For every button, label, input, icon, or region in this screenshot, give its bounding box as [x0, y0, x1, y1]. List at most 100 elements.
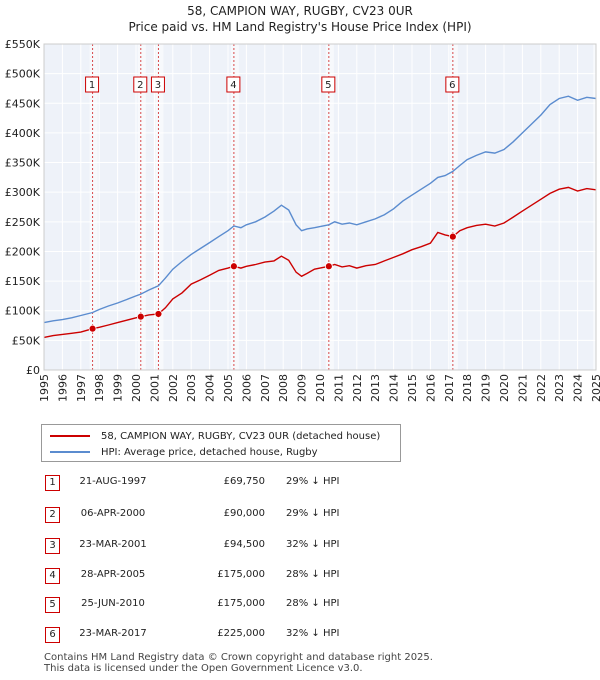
- y-tick-label: £0: [26, 364, 40, 377]
- transaction-date: 23-MAR-2001: [79, 539, 147, 550]
- transaction-hpi: 29% ↓ HPI: [286, 508, 340, 519]
- x-tick-label: 2006: [240, 374, 253, 402]
- sale-label-number: 5: [325, 80, 331, 91]
- transaction-number: 3: [45, 538, 60, 554]
- transaction-number: 6: [45, 627, 60, 643]
- transaction-price: £90,000: [223, 508, 265, 519]
- sale-label-number: 1: [89, 80, 95, 91]
- transaction-date: 23-MAR-2017: [79, 628, 147, 639]
- transaction-price: £175,000: [217, 598, 265, 609]
- y-tick-label: £500K: [5, 68, 41, 81]
- footer-line-2: This data is licensed under the Open Gov…: [44, 663, 363, 674]
- sale-point: [88, 324, 97, 333]
- transaction-number: 5: [45, 597, 60, 613]
- sale-highlight-band: [325, 44, 334, 370]
- transaction-hpi: 32% ↓ HPI: [286, 539, 340, 550]
- price-chart: £0 £50K £100K £150K £200K £250K £300K £350K £400…: [5, 38, 600, 402]
- plot-border: [43, 43, 597, 371]
- series-line-hpi: [43, 95, 597, 324]
- legend-swatch-property: [50, 435, 90, 437]
- y-tick-label: £400K: [5, 127, 41, 140]
- y-tick-label: £450K: [5, 97, 41, 110]
- legend-label-property: 58, CAMPION WAY, RUGBY, CV23 0UR (detach…: [101, 430, 381, 442]
- y-tick-label: £550K: [5, 38, 41, 51]
- x-tick-label: 2012: [351, 374, 364, 402]
- x-tick-label: 2017: [443, 374, 456, 402]
- x-tick-label: 2009: [296, 374, 309, 402]
- y-tick-label: £350K: [5, 157, 41, 170]
- sale-point: [448, 232, 457, 241]
- x-tick-label: 2010: [314, 374, 327, 402]
- x-tick-label: 1998: [93, 374, 106, 402]
- x-tick-label: 2001: [148, 374, 161, 402]
- sale-label-box: [133, 76, 148, 93]
- sale-highlight-band: [230, 44, 239, 370]
- x-tick-label: 1999: [112, 374, 125, 402]
- x-tick-label: 2023: [553, 374, 566, 402]
- x-tick-label: 1995: [38, 374, 51, 402]
- sale-label-number: 6: [449, 80, 455, 91]
- x-tick-label: 2011: [332, 374, 345, 402]
- future-band: [593, 44, 596, 370]
- transaction-hpi: 28% ↓ HPI: [286, 569, 340, 580]
- sale-label-box: [321, 76, 336, 93]
- x-tick-label: 2005: [222, 374, 235, 402]
- sale-label-number: 4: [230, 80, 236, 91]
- sale-highlight-band: [449, 44, 458, 370]
- transaction-number: 1: [45, 475, 60, 491]
- x-tick-label: 2016: [424, 374, 437, 402]
- x-tick-label: 2008: [277, 374, 290, 402]
- transaction-date: 21-AUG-1997: [79, 476, 147, 487]
- transaction-date: 28-APR-2005: [80, 569, 146, 580]
- x-tick-label: 2021: [516, 374, 529, 402]
- x-tick-label: 2004: [204, 374, 217, 402]
- x-tick-label: 2024: [572, 374, 585, 402]
- x-tick-label: 2022: [535, 374, 548, 402]
- transaction-number: 4: [45, 568, 60, 584]
- sale-label-number: 2: [137, 80, 143, 91]
- chart-legend: 58, CAMPION WAY, RUGBY, CV23 0UR (detach…: [41, 424, 401, 462]
- legend-item-hpi: HPI: Average price, detached house, Rugb…: [50, 445, 318, 459]
- sale-label-box: [150, 76, 165, 93]
- sale-point: [154, 310, 163, 318]
- y-tick-label: £150K: [5, 275, 41, 288]
- x-tick-label: 2018: [461, 374, 474, 402]
- sale-highlight-band: [89, 44, 98, 370]
- legend-label-hpi: HPI: Average price, detached house, Rugb…: [101, 446, 318, 458]
- sale-label-number: 3: [155, 80, 161, 91]
- y-tick-label: £200K: [5, 245, 41, 258]
- x-tick-label: 2007: [259, 374, 272, 402]
- x-tick-label: 2025: [590, 374, 600, 402]
- transaction-hpi: 32% ↓ HPI: [286, 628, 340, 639]
- transaction-price: £69,750: [223, 476, 265, 487]
- transaction-hpi: 29% ↓ HPI: [286, 476, 340, 487]
- sale-highlight-band: [137, 44, 146, 370]
- x-tick-label: 2015: [406, 374, 419, 402]
- x-tick-label: 2000: [130, 374, 143, 402]
- transaction-price: £175,000: [217, 569, 265, 580]
- y-tick-label: £50K: [12, 334, 41, 347]
- transaction-price: £94,500: [223, 539, 265, 550]
- sale-point: [136, 312, 145, 321]
- x-tick-label: 2019: [480, 374, 493, 402]
- chart-title-line1: 58, CAMPION WAY, RUGBY, CV23 0UR: [187, 4, 413, 18]
- transaction-number: 2: [45, 507, 60, 523]
- sale-label-box: [226, 76, 241, 93]
- x-tick-label: 2013: [369, 374, 382, 402]
- x-tick-label: 2003: [185, 374, 198, 402]
- x-tick-label: 2020: [498, 374, 511, 402]
- legend-item-property: 58, CAMPION WAY, RUGBY, CV23 0UR (detach…: [50, 429, 380, 443]
- x-tick-label: 1997: [75, 374, 88, 402]
- chart-title-line2: Price paid vs. HM Land Registry's House …: [128, 20, 472, 34]
- x-tick-label: 2014: [388, 374, 401, 402]
- y-tick-label: £250K: [5, 216, 41, 229]
- transaction-price: £225,000: [217, 628, 265, 639]
- y-tick-label: £300K: [5, 186, 41, 199]
- sale-point: [324, 262, 333, 271]
- transaction-date: 25-JUN-2010: [81, 598, 145, 609]
- legend-swatch-hpi: [50, 451, 90, 453]
- sale-label-box: [85, 76, 100, 93]
- footer-line-1: Contains HM Land Registry data © Crown c…: [44, 652, 433, 663]
- y-tick-label: £100K: [5, 305, 41, 318]
- transaction-date: 06-APR-2000: [80, 508, 146, 519]
